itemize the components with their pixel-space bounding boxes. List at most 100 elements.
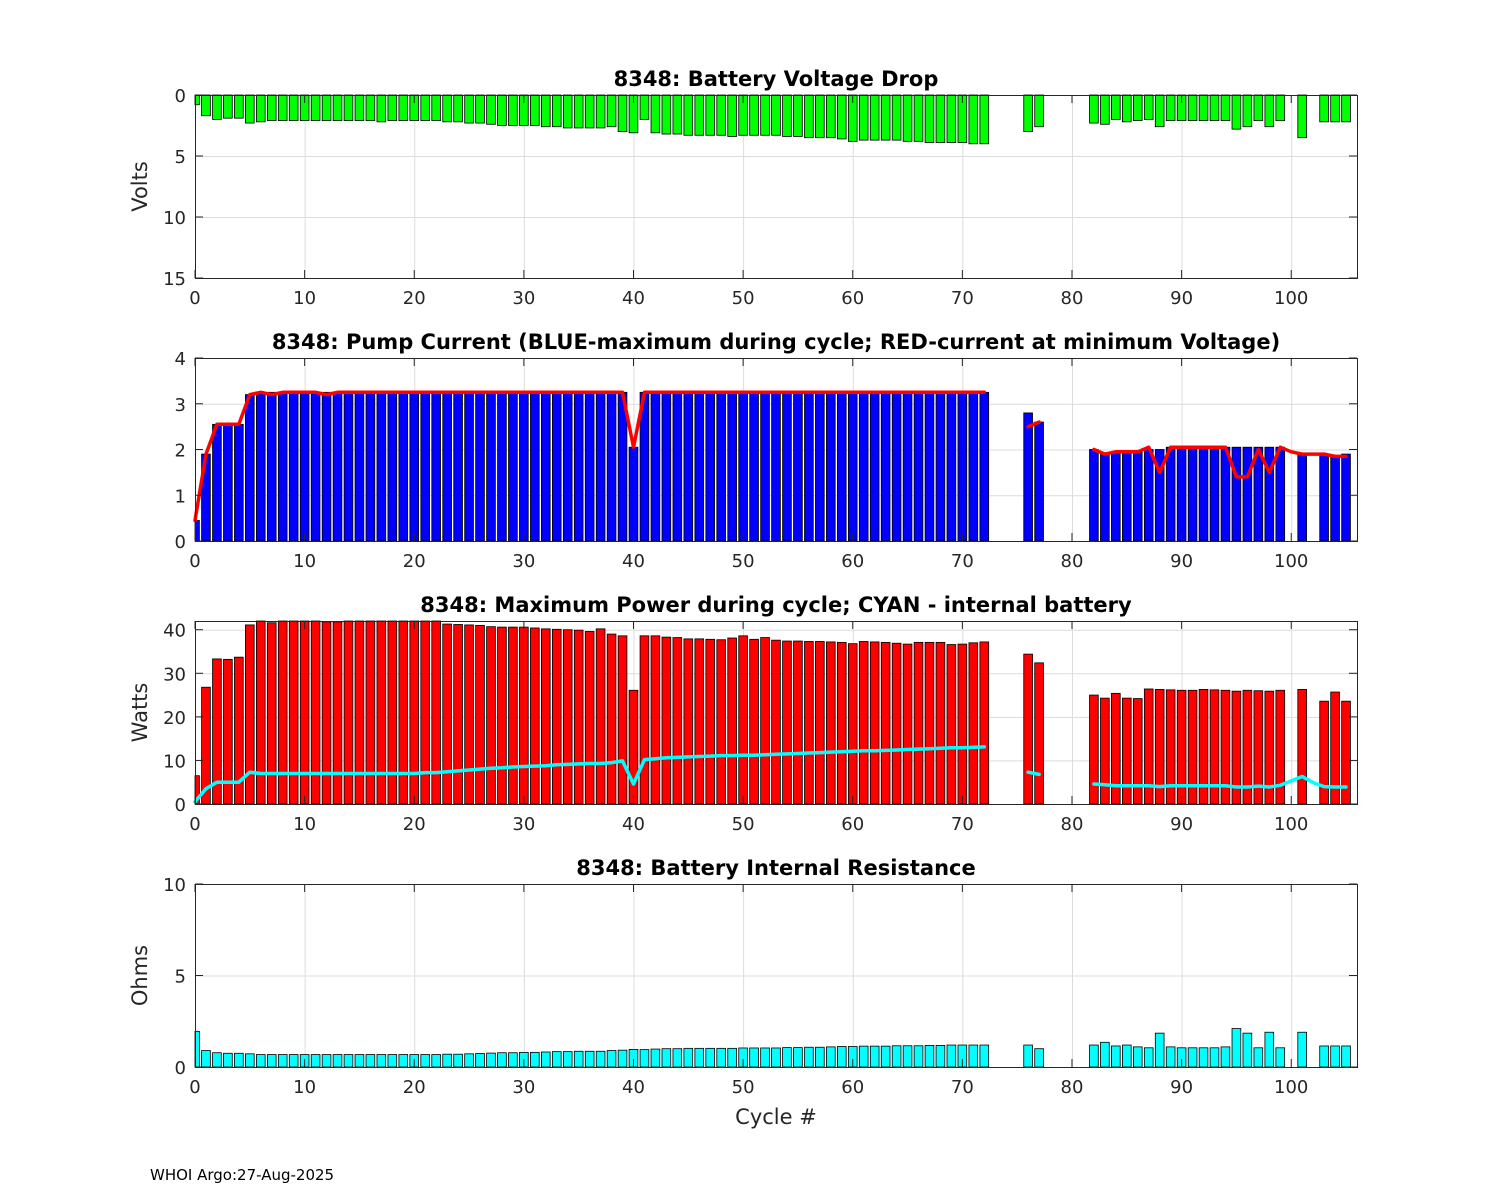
bar	[815, 391, 825, 542]
bar	[738, 635, 748, 805]
bar	[420, 391, 430, 542]
bar	[464, 1053, 474, 1068]
bar	[847, 391, 858, 542]
bar	[223, 423, 233, 542]
bar	[277, 94, 288, 122]
bar	[661, 1048, 672, 1068]
bar	[332, 391, 343, 542]
bar	[1209, 94, 1220, 122]
x-tick-label: 30	[512, 814, 535, 835]
bar	[201, 1050, 211, 1068]
bar	[1220, 446, 1231, 542]
bar	[464, 624, 474, 805]
series-line	[1026, 420, 1041, 429]
bar	[431, 620, 441, 805]
bar	[716, 639, 726, 805]
bar	[486, 1052, 496, 1068]
bar	[562, 629, 573, 805]
bar	[628, 689, 639, 805]
bar	[924, 1045, 935, 1068]
chart-title: 8348: Battery Voltage Drop	[614, 67, 939, 91]
bar	[1023, 1044, 1033, 1068]
bar	[453, 624, 463, 805]
bar	[869, 391, 880, 542]
bar	[869, 94, 880, 141]
y-tick-label: 2	[175, 441, 186, 462]
bar	[519, 391, 529, 542]
bar	[519, 626, 529, 805]
bar	[650, 1048, 661, 1068]
bar	[793, 391, 803, 542]
bar	[1089, 694, 1099, 805]
bar	[891, 391, 902, 542]
x-axis-label: Cycle #	[735, 1105, 817, 1129]
bar	[1253, 1047, 1264, 1068]
bar	[869, 1045, 880, 1068]
y-tick-label: 5	[175, 147, 186, 168]
bar	[595, 391, 606, 542]
bar	[617, 94, 628, 132]
y-tick-label: 10	[163, 751, 186, 772]
bar	[815, 1046, 825, 1068]
bar	[1297, 689, 1307, 805]
bar	[562, 1051, 573, 1068]
bar	[880, 94, 891, 141]
bar-series	[194, 1028, 1351, 1068]
bar	[1220, 1046, 1231, 1068]
y-tick-label: 0	[175, 532, 186, 553]
bar	[804, 391, 814, 542]
bar	[672, 1048, 683, 1068]
y-axis-label: Ohms	[128, 945, 152, 1006]
bar	[1220, 94, 1231, 122]
bar	[880, 641, 891, 805]
x-tick-label: 0	[189, 551, 200, 572]
bar	[858, 391, 869, 542]
bar	[1297, 94, 1307, 139]
bar	[541, 94, 551, 128]
bar	[836, 94, 847, 140]
bar	[672, 94, 683, 135]
x-tick-label: 90	[1170, 551, 1193, 572]
bar	[771, 391, 781, 542]
bar	[880, 1045, 891, 1068]
x-tick-label: 10	[293, 1077, 316, 1098]
bar	[606, 633, 617, 805]
bar	[683, 94, 694, 136]
bar	[683, 1047, 694, 1068]
bar	[760, 391, 770, 542]
bar	[442, 623, 452, 805]
bar	[815, 641, 825, 805]
bar	[617, 1049, 628, 1068]
bar	[475, 1053, 485, 1068]
bar	[266, 94, 277, 122]
x-tick-label: 10	[293, 551, 316, 572]
y-tick-label: 10	[163, 875, 186, 896]
bar	[1330, 94, 1340, 123]
bar	[420, 94, 430, 122]
bar	[332, 621, 343, 805]
bar	[475, 94, 485, 124]
bar	[1111, 94, 1121, 120]
x-tick-label: 10	[293, 288, 316, 309]
bar	[1111, 451, 1121, 542]
bar	[234, 94, 244, 119]
y-tick-label: 5	[175, 967, 186, 988]
bar	[541, 1051, 551, 1068]
bar	[771, 94, 781, 136]
bar	[288, 1054, 299, 1068]
bar	[420, 1054, 430, 1068]
bar	[1242, 94, 1253, 128]
bar	[650, 94, 661, 134]
bar	[902, 94, 913, 142]
bar	[321, 621, 332, 805]
bar	[1122, 697, 1132, 805]
bar	[968, 391, 979, 542]
y-tick-label: 15	[163, 269, 186, 290]
bar	[1111, 1045, 1121, 1068]
bar	[595, 94, 606, 129]
bar	[234, 1052, 244, 1068]
bar	[1198, 446, 1209, 542]
bar	[508, 626, 518, 805]
bar	[650, 391, 661, 542]
bar	[234, 423, 244, 542]
